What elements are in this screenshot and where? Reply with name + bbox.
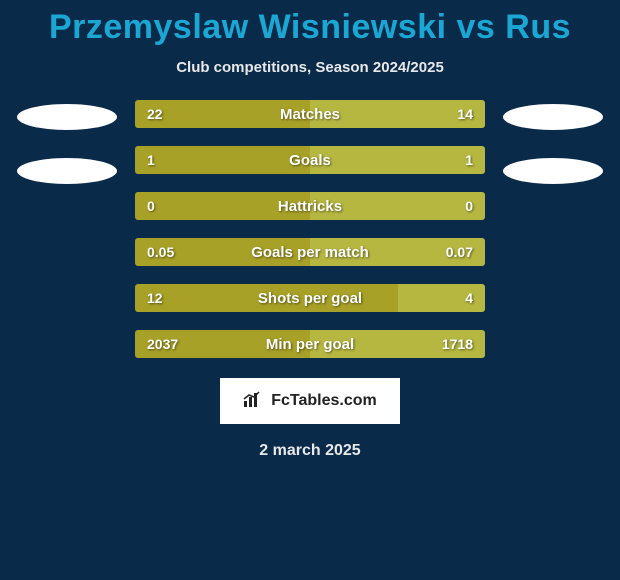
comparison-infographic: Przemyslaw Wisniewski vs Rus Club compet… [0, 0, 620, 460]
stat-label: Goals [135, 146, 485, 174]
right-player-col [503, 100, 603, 184]
stat-row: 124Shots per goal [135, 284, 485, 312]
page-title: Przemyslaw Wisniewski vs Rus [0, 8, 620, 47]
stat-row: 20371718Min per goal [135, 330, 485, 358]
player-oval [17, 104, 117, 130]
stat-bars: 2214Matches 11Goals 00Hattricks 0.050.07Goa… [135, 100, 485, 358]
subtitle: Club competitions, Season 2024/2025 [0, 59, 620, 76]
player-oval [17, 158, 117, 184]
left-player-col [17, 100, 117, 184]
badge-text: FcTables.com [271, 392, 377, 410]
stat-row: 2214Matches [135, 100, 485, 128]
stat-row: 0.050.07Goals per match [135, 238, 485, 266]
chart-icon [243, 390, 265, 413]
source-badge: FcTables.com [220, 378, 400, 424]
stat-label: Shots per goal [135, 284, 485, 312]
stat-label: Goals per match [135, 238, 485, 266]
stat-row: 00Hattricks [135, 192, 485, 220]
date-label: 2 march 2025 [0, 442, 620, 460]
player-oval [503, 158, 603, 184]
stat-row: 11Goals [135, 146, 485, 174]
stat-label: Hattricks [135, 192, 485, 220]
stats-area: 2214Matches 11Goals 00Hattricks 0.050.07Goa… [0, 100, 620, 358]
stat-label: Matches [135, 100, 485, 128]
stat-label: Min per goal [135, 330, 485, 358]
player-oval [503, 104, 603, 130]
